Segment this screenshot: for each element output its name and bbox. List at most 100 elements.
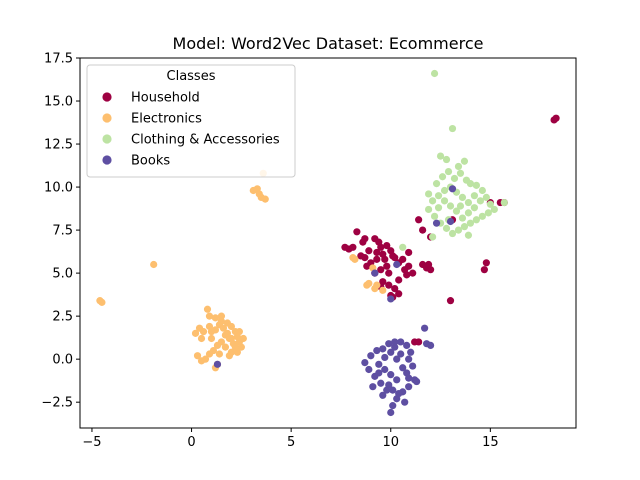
- y-tick-label: 5.0: [52, 267, 73, 282]
- data-point: [387, 371, 395, 379]
- data-point: [391, 338, 399, 346]
- data-point: [391, 285, 399, 293]
- data-point: [385, 340, 393, 348]
- data-point: [379, 278, 387, 286]
- data-point: [490, 205, 498, 214]
- data-point: [407, 348, 415, 356]
- data-point: [454, 162, 463, 171]
- y-tick-label: 17.5: [44, 52, 73, 67]
- data-point: [363, 281, 371, 289]
- data-point: [395, 276, 403, 284]
- data-point: [207, 328, 216, 336]
- legend-label: Electronics: [131, 112, 202, 127]
- data-point: [387, 295, 395, 303]
- data-point: [446, 217, 455, 226]
- data-point: [389, 386, 397, 394]
- data-point: [424, 205, 433, 214]
- x-tick-label: 15: [482, 435, 499, 450]
- data-point: [405, 374, 413, 382]
- data-point: [379, 391, 387, 399]
- data-point: [470, 204, 479, 212]
- data-point: [383, 262, 391, 270]
- data-point: [379, 286, 387, 294]
- data-point: [365, 365, 373, 374]
- data-point: [438, 173, 447, 181]
- data-point: [478, 212, 486, 220]
- legend-title: Classes: [167, 69, 216, 84]
- data-point: [393, 355, 401, 363]
- data-point: [428, 233, 437, 241]
- data-point: [387, 348, 395, 356]
- y-tick-label: 10.0: [44, 181, 73, 196]
- data-point: [405, 355, 413, 363]
- y-tick-label: 7.5: [52, 224, 73, 239]
- data-point: [381, 353, 389, 362]
- data-point: [403, 271, 411, 279]
- data-point: [399, 364, 407, 372]
- data-point: [448, 229, 457, 238]
- data-point: [458, 214, 467, 222]
- data-point: [395, 290, 403, 298]
- data-point: [405, 262, 413, 270]
- data-point: [393, 260, 401, 269]
- data-point: [227, 334, 235, 343]
- data-point: [235, 328, 243, 336]
- data-point: [440, 186, 449, 195]
- data-point: [375, 369, 383, 377]
- data-point: [237, 343, 245, 351]
- data-point: [444, 167, 453, 176]
- y-tick-label: −2.5: [41, 396, 73, 411]
- x-tick-label: 5: [287, 435, 295, 450]
- data-point: [460, 223, 469, 231]
- data-point: [552, 114, 560, 122]
- data-point: [403, 341, 411, 349]
- data-point: [375, 360, 383, 368]
- data-point: [450, 174, 459, 183]
- data-point: [397, 350, 405, 358]
- data-point: [383, 241, 391, 250]
- data-point: [421, 324, 429, 332]
- data-point: [231, 343, 239, 351]
- data-point: [405, 383, 413, 391]
- data-point: [363, 262, 371, 270]
- data-point: [223, 329, 232, 337]
- data-point: [385, 269, 393, 277]
- legend-items: Household Electronics Clothing & Accessori…: [102, 91, 280, 169]
- data-point: [419, 226, 427, 234]
- data-point: [440, 197, 449, 205]
- data-point: [446, 202, 455, 210]
- data-point: [482, 259, 490, 267]
- data-point: [371, 269, 379, 277]
- x-tick-label: −5: [82, 435, 101, 450]
- data-point: [442, 155, 451, 164]
- data-point: [478, 186, 486, 195]
- data-point: [361, 235, 369, 243]
- x-axis: −5 0 5 10 15: [82, 428, 499, 450]
- data-point: [379, 345, 387, 353]
- data-point: [227, 322, 235, 331]
- data-point: [434, 204, 443, 212]
- data-point: [373, 255, 381, 263]
- legend: Classes Household Electronics Clothing & A…: [86, 64, 296, 178]
- data-point: [393, 376, 401, 384]
- data-point: [199, 328, 208, 336]
- data-point: [413, 377, 421, 386]
- data-point: [399, 255, 407, 263]
- series-0: [341, 114, 560, 346]
- data-point: [387, 408, 395, 417]
- data-point: [349, 243, 357, 251]
- data-point: [405, 248, 413, 257]
- data-point: [480, 266, 488, 274]
- data-point: [476, 197, 484, 205]
- data-point: [432, 219, 441, 227]
- x-tick-label: 10: [382, 435, 399, 450]
- legend-marker: [102, 92, 112, 102]
- plot-frame: [79, 57, 577, 429]
- data-point: [442, 224, 451, 232]
- data-point: [150, 260, 158, 269]
- data-point: [213, 360, 222, 368]
- data-point: [472, 216, 480, 224]
- x-tick-label: 0: [187, 435, 195, 450]
- data-point: [217, 312, 226, 320]
